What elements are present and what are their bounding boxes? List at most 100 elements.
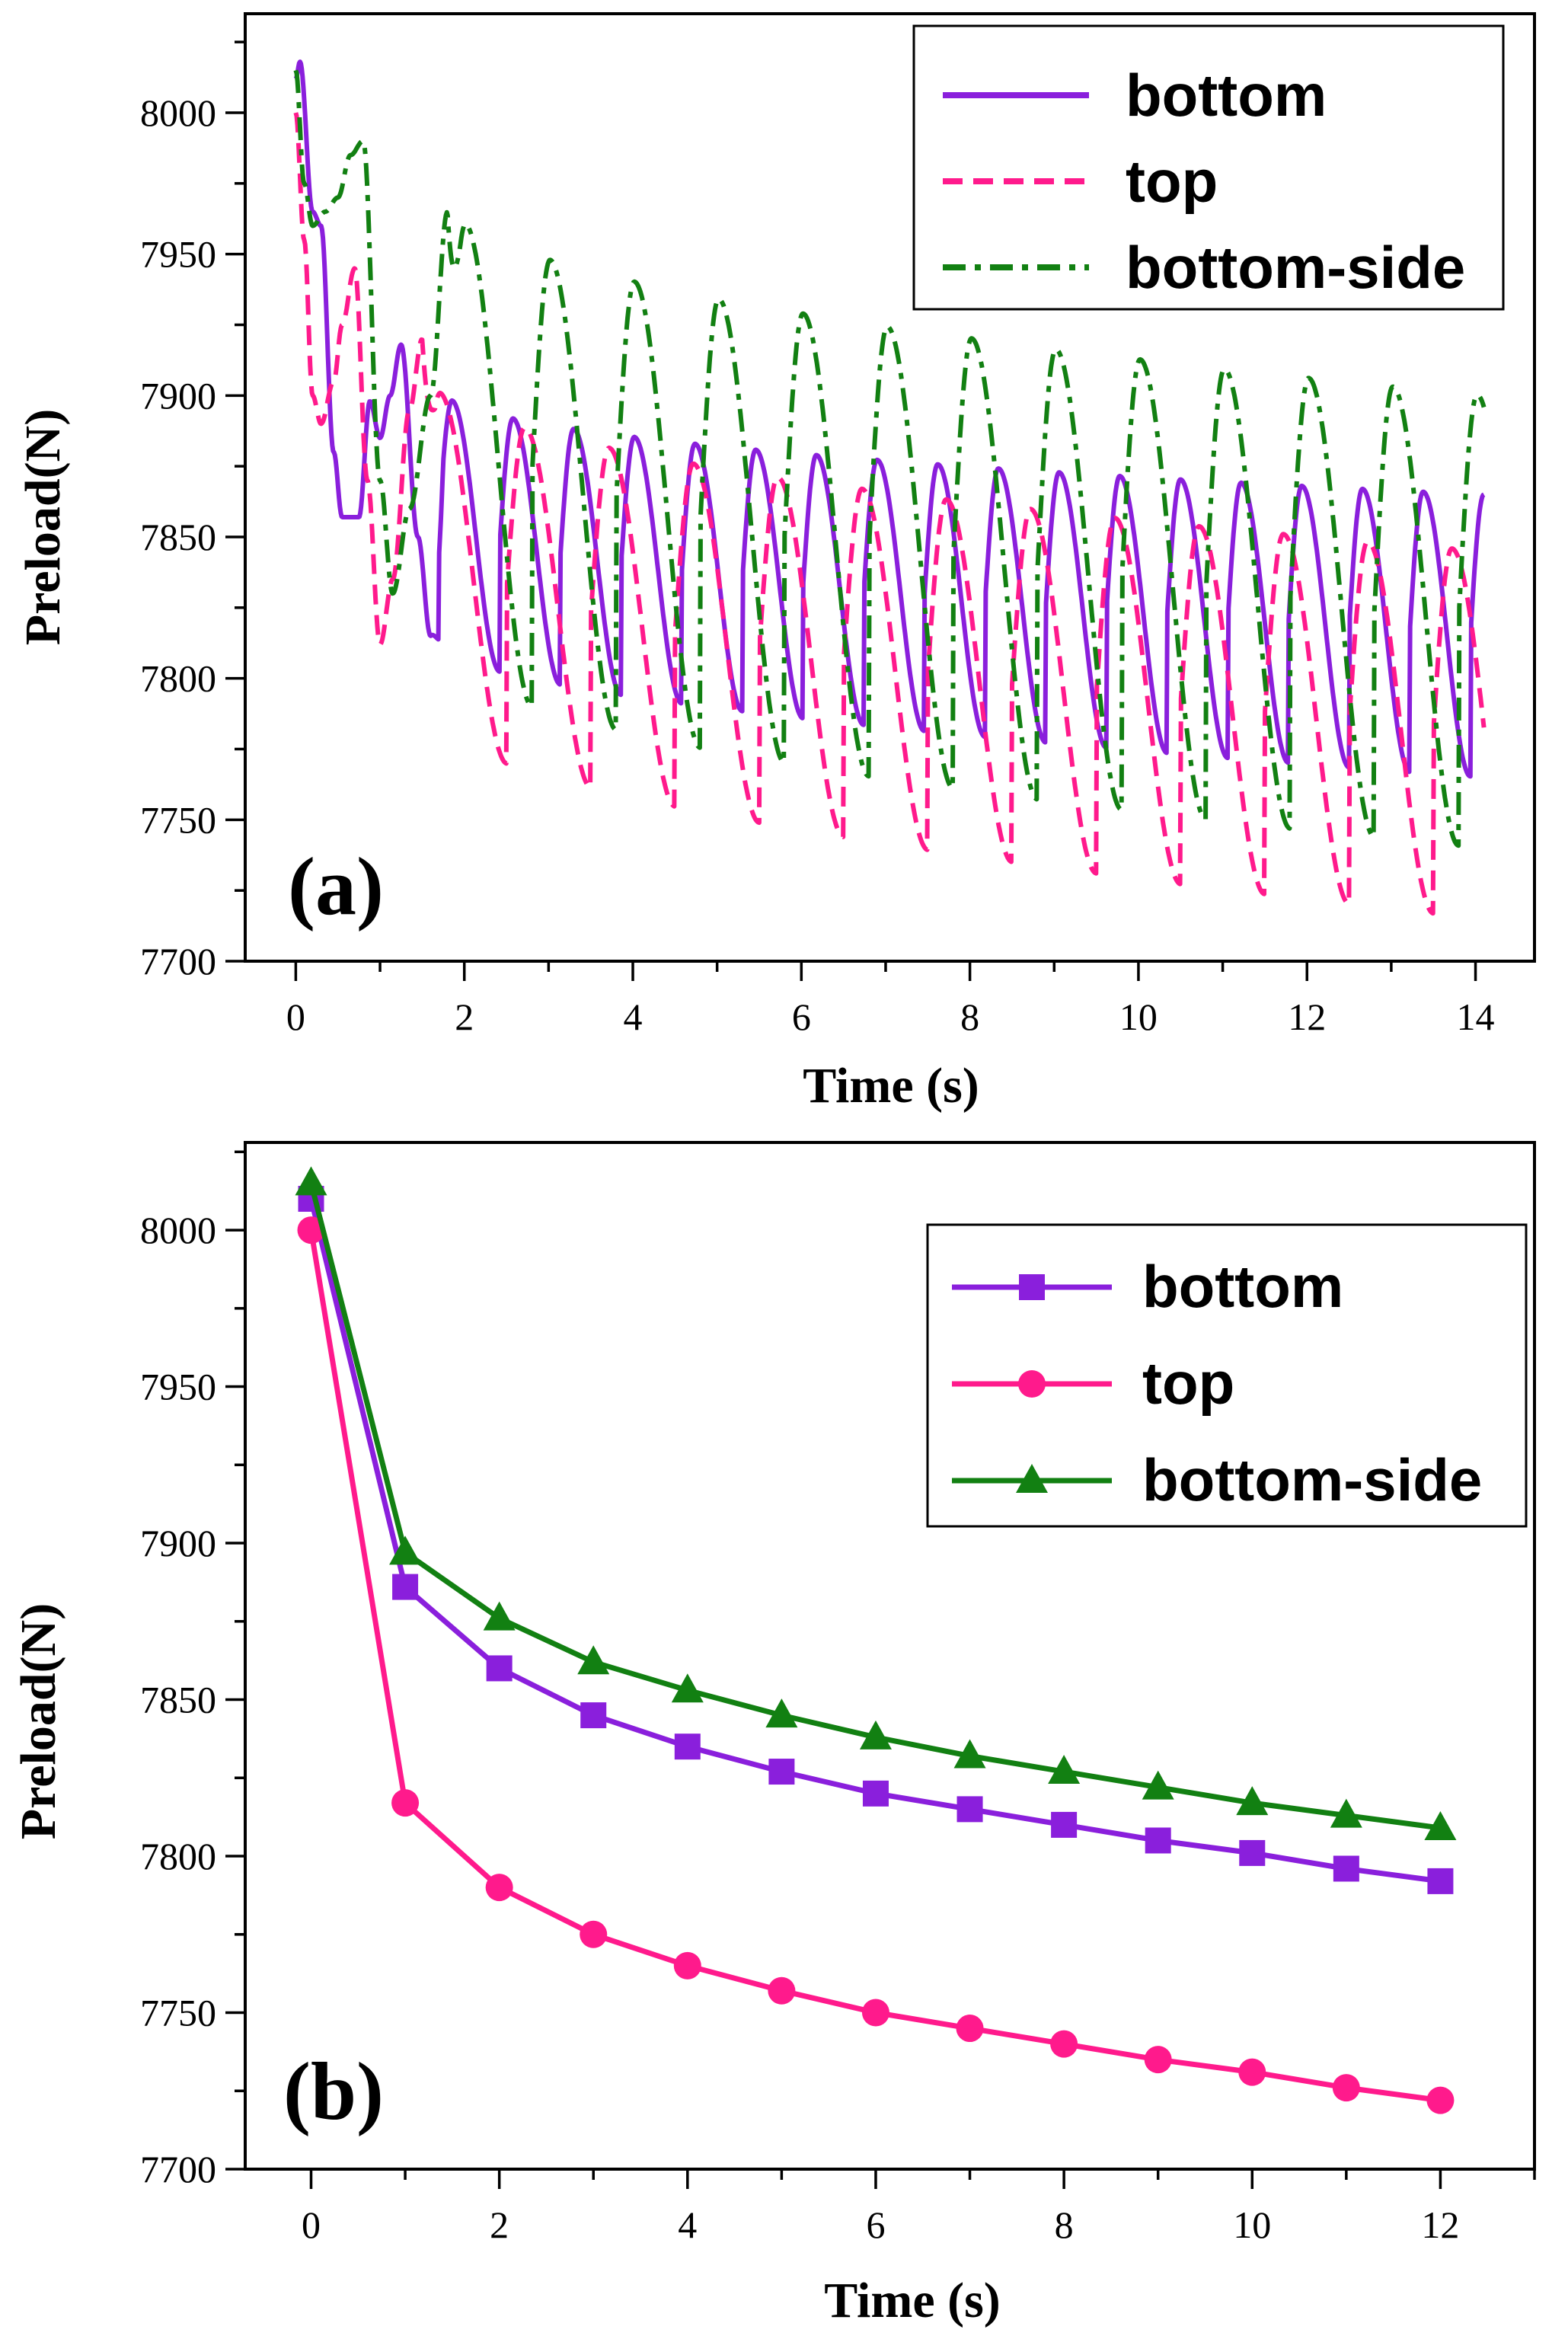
chart-b-x-tick-label: 8 — [1055, 2203, 1074, 2246]
chart-b-point-bottom — [1239, 1839, 1266, 1866]
chart-a-plot-frame — [244, 12, 1536, 963]
chart-b-legend-item-bottom-side — [952, 1464, 1112, 1493]
chart-a-x-tick-label: 6 — [792, 995, 811, 1038]
chart-a-series-bottom-side — [293, 69, 1487, 848]
chart-b-y-axis-title: Preload(N) — [11, 1603, 66, 1839]
chart-b-point-bottom-side — [671, 1673, 704, 1703]
chart-b-point-bottom — [580, 1702, 607, 1729]
chart-b-point-bottom — [392, 1574, 419, 1600]
chart-a-y-tick-label: 7900 — [140, 374, 216, 417]
chart-b-point-bottom — [1427, 1868, 1454, 1894]
chart-b-legend-item-top — [952, 1370, 1112, 1398]
chart-b-point-bottom — [486, 1655, 513, 1682]
chart-b-point-bottom-side — [1236, 1786, 1269, 1816]
chart-b-legend: bottom top bottom-side — [926, 1223, 1528, 1528]
chart-b-legend-label-top: top — [1142, 1350, 1234, 1417]
chart-b-point-bottom-side — [295, 1166, 327, 1196]
chart-b-point-top — [1238, 2058, 1266, 2086]
chart-b-point-top — [861, 1999, 889, 2027]
chart-b-point-bottom — [862, 1780, 889, 1807]
chart-b-point-bottom — [956, 1796, 983, 1823]
chart-b-point-bottom-side — [953, 1739, 986, 1769]
chart-a-series-layer — [293, 59, 1487, 916]
chart-a-y-tick-label: 7800 — [140, 657, 216, 700]
chart-a-legend-box — [912, 24, 1505, 311]
chart-b-x-tick-label: 2 — [490, 2203, 509, 2246]
chart-b-y-tick-label: 7750 — [140, 1992, 216, 2034]
chart-a-x-tick-label: 12 — [1288, 995, 1326, 1038]
chart-b-panel-label: (b) — [283, 2047, 384, 2137]
chart-b-x-tick-label: 12 — [1421, 2203, 1459, 2246]
chart-b-point-bottom-side — [765, 1698, 798, 1728]
chart-a-x-tick-label: 8 — [960, 995, 979, 1038]
chart-b-point-top — [768, 1976, 796, 2005]
chart-b-y-tick-label: 7850 — [140, 1679, 216, 1721]
chart-b-point-bottom — [768, 1759, 795, 1785]
chart-a-y-axis-title: Preload(N) — [15, 409, 71, 645]
chart-b-legend-marker-bottom — [1019, 1274, 1045, 1300]
chart-a-x-axis-title: Time (s) — [803, 1058, 979, 1114]
chart-b-ticks: 0 2 4 6 8 10 12 7700 7750 7800 7850 7900 7950 8000 — [140, 1150, 1536, 2246]
chart-b-point-top — [956, 2015, 984, 2043]
chart-b-point-top — [673, 1951, 701, 1980]
chart-b-point-bottom-side — [577, 1645, 610, 1675]
chart-a-x-tick-label: 0 — [286, 995, 305, 1038]
chart-a: 0 2 4 6 8 10 12 147700775078007850790079508000 … — [15, 12, 1536, 1114]
chart-b-point-bottom-side — [1142, 1770, 1174, 1800]
chart-b-point-bottom — [674, 1733, 701, 1760]
chart-b-point-bottom-side — [483, 1601, 516, 1631]
chart-b-legend-item-bottom — [952, 1274, 1112, 1300]
chart-b-legend-label-bottom-side: bottom-side — [1142, 1446, 1482, 1513]
chart-b-legend-marker-bottom-side — [1016, 1464, 1048, 1493]
chart-b-point-bottom-side — [1424, 1811, 1457, 1841]
chart-a-panel-label: (a) — [288, 842, 384, 932]
chart-b-y-tick-label: 7950 — [140, 1366, 216, 1408]
chart-a-y-tick-label: 7750 — [140, 798, 216, 841]
chart-b-y-tick-label: 7800 — [140, 1835, 216, 1877]
chart-a-y-tick-label: 7850 — [140, 516, 216, 558]
chart-b-point-bottom-side — [859, 1720, 892, 1749]
chart-a-legend-label-top: top — [1126, 148, 1218, 215]
chart-a-x-tick-label: 10 — [1119, 995, 1158, 1038]
chart-b-point-top — [297, 1216, 325, 1245]
chart-a-y-tick-label: 7950 — [140, 233, 216, 276]
chart-a-x-tick-label: 14 — [1457, 995, 1495, 1038]
chart-b-point-bottom-side — [1330, 1798, 1362, 1828]
chart-b-point-top — [1050, 2030, 1078, 2058]
chart-b-x-tick-label: 0 — [302, 2203, 321, 2246]
chart-a-y-tick-label: 8000 — [140, 91, 216, 134]
chart-a-y-tick-label: 7700 — [140, 940, 216, 983]
chart-b-y-tick-label: 8000 — [140, 1209, 216, 1251]
chart-b-y-tick-label: 7700 — [140, 2148, 216, 2190]
chart-a-x-tick-label: 2 — [455, 995, 474, 1038]
chart-b-point-top — [580, 1920, 608, 1948]
chart-b-point-bottom — [1051, 1811, 1078, 1838]
chart-b-point-bottom — [1333, 1855, 1359, 1882]
chart-b-point-top — [485, 1874, 513, 1902]
chart-b-x-tick-label: 6 — [866, 2203, 885, 2246]
chart-a-legend-label-bottom: bottom — [1126, 62, 1327, 129]
chart-b-x-tick-label: 4 — [678, 2203, 697, 2246]
chart-b-x-axis-title: Time (s) — [824, 2273, 1001, 2328]
chart-b-legend-label-bottom: bottom — [1142, 1253, 1343, 1320]
chart-b-point-bottom-side — [389, 1535, 422, 1565]
chart-b: 0 2 4 6 8 10 12 7700 7750 7800 7850 7900 7950 8000 bo… — [11, 1141, 1536, 2328]
chart-b-x-tick-label: 10 — [1233, 2203, 1271, 2246]
chart-b-y-tick-label: 7900 — [140, 1522, 216, 1564]
chart-b-point-top — [1426, 2086, 1455, 2114]
chart-b-point-top — [1332, 2074, 1360, 2102]
chart-a-x-tick-label: 4 — [624, 995, 643, 1038]
chart-b-legend-marker-top — [1018, 1370, 1046, 1398]
chart-b-point-bottom — [1145, 1827, 1171, 1854]
chart-b-plot-frame — [244, 1141, 1536, 2171]
chart-a-series-top — [293, 112, 1487, 916]
chart-b-point-bottom-side — [1048, 1755, 1081, 1785]
chart-b-series-layer — [295, 1166, 1457, 2114]
chart-a-series-bottom — [293, 59, 1486, 779]
chart-a-legend: bottom top bottom-side — [912, 24, 1505, 311]
chart-b-point-top — [391, 1789, 420, 1817]
chart-b-point-top — [1144, 2046, 1172, 2074]
chart-a-legend-label-bottom-side: bottom-side — [1126, 234, 1465, 301]
chart-a-ticks: 0 2 4 6 8 10 12 14 7700 7750 7800 7850 7900 7950 8000 — [140, 40, 1495, 1038]
